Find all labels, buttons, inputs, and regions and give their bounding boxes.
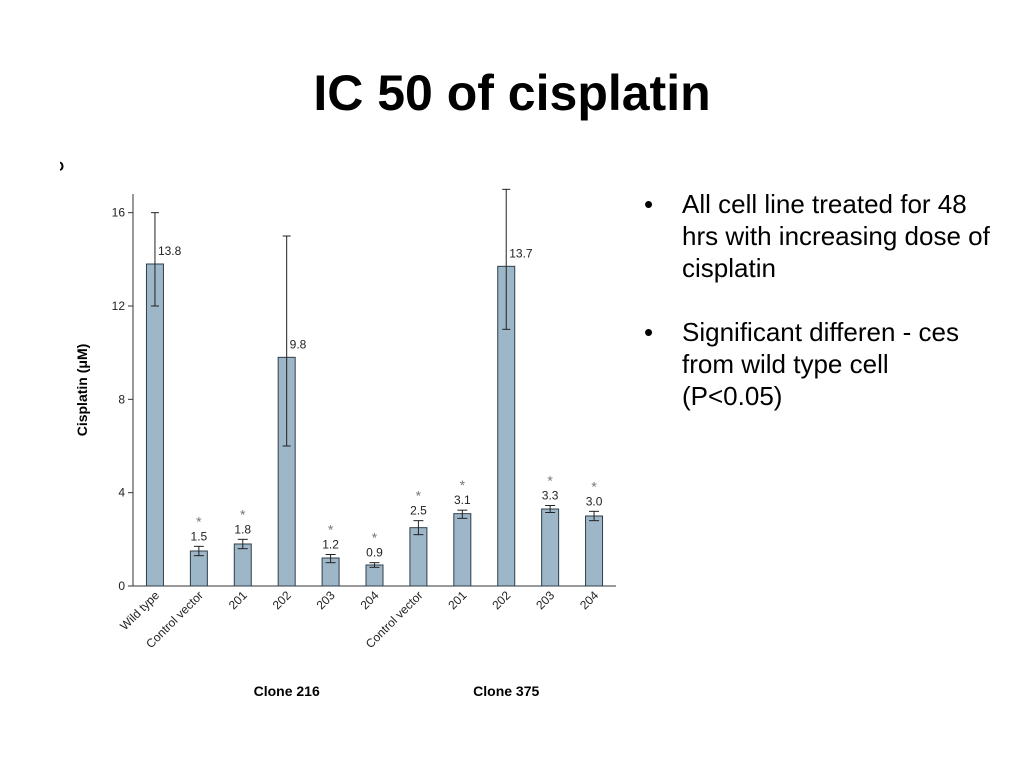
significance-star: * (460, 477, 466, 493)
x-tick-label: 202 (270, 588, 294, 612)
bar (585, 515, 604, 587)
panel-label: D (60, 158, 64, 174)
group-label: Clone 216 (254, 683, 320, 699)
data-label: 1.8 (234, 522, 251, 536)
bullet-item: • Significant differen - ces from wild t… (640, 316, 990, 412)
bar (233, 543, 252, 587)
x-tick-label: 202 (489, 588, 513, 612)
bar (145, 263, 164, 587)
bullet-icon: • (644, 317, 654, 347)
x-tick-label: 204 (358, 588, 382, 612)
bar (409, 527, 428, 587)
y-axis-label: Cisplatin (μM) (74, 344, 90, 437)
data-label: 3.0 (586, 494, 603, 508)
bar (541, 508, 560, 587)
data-label: 1.2 (322, 538, 339, 552)
bar (365, 564, 384, 587)
bullet-text: Significant differen - ces from wild typ… (682, 317, 959, 411)
y-tick-label: 0 (118, 579, 125, 593)
data-label: 0.9 (366, 546, 383, 560)
x-tick-label: Wild type (117, 588, 162, 633)
data-label: 3.3 (542, 489, 559, 503)
data-label: 13.7 (509, 246, 533, 260)
x-tick-label: 201 (445, 588, 469, 612)
data-label: 1.5 (191, 529, 208, 543)
y-tick-label: 4 (118, 486, 125, 500)
x-tick-label: 204 (577, 588, 601, 612)
significance-star: * (416, 488, 422, 504)
bullet-item: • All cell line treated for 48 hrs with … (640, 188, 990, 284)
slide-title: IC 50 of cisplatin (313, 65, 711, 121)
significance-star: * (372, 530, 378, 546)
y-tick-label: 12 (112, 299, 126, 313)
bullet-icon: • (644, 189, 654, 219)
significance-star: * (547, 473, 553, 489)
significance-star: * (328, 522, 334, 538)
y-tick-label: 16 (112, 206, 126, 220)
significance-star: * (591, 478, 597, 494)
x-tick-label: 203 (314, 588, 338, 612)
group-label: Clone 375 (473, 683, 539, 699)
bullet-list: • All cell line treated for 48 hrs with … (640, 188, 990, 444)
data-label: 3.1 (454, 493, 471, 507)
y-tick-label: 8 (118, 392, 125, 406)
bar (189, 550, 208, 587)
bullet-text: All cell line treated for 48 hrs with in… (682, 189, 990, 283)
significance-star: * (196, 513, 202, 529)
x-tick-label: 203 (533, 588, 557, 612)
data-label: 2.5 (410, 504, 427, 518)
data-label: 13.8 (158, 244, 182, 258)
x-tick-label: 201 (226, 588, 250, 612)
bar (453, 513, 472, 587)
significance-star: * (240, 506, 246, 522)
data-label: 9.8 (290, 337, 307, 351)
